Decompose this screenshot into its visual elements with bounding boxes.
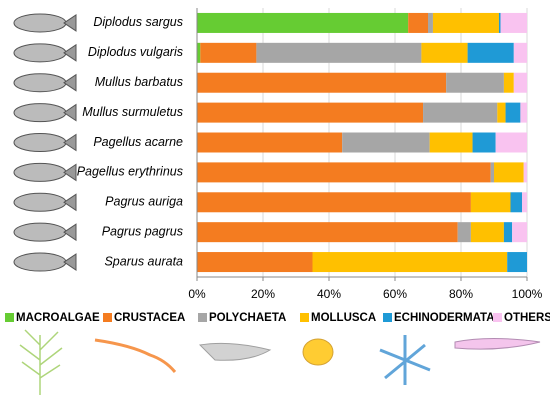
bar-segment [197,42,201,63]
fish-tail [63,14,77,32]
fish [13,13,67,33]
bar-segment [467,42,514,63]
bar-segment [457,222,471,243]
fish [13,162,67,182]
fish [13,192,67,212]
bar-segment [197,132,343,153]
legend-swatch [198,313,207,322]
bar-segment [256,42,422,63]
bar-segment [500,12,527,33]
fish-tail [63,223,77,242]
fish-tail [63,73,77,92]
fish [13,103,67,123]
bar-segment [513,72,527,93]
legend-swatch [493,313,502,322]
bar-segment [312,252,508,273]
bar-segment [197,162,491,183]
x-tick-label: 100% [512,287,543,301]
bar-segment [495,132,527,153]
category-label: Sparus aurata [104,254,183,268]
bar-segment [342,132,430,153]
category-label: Diplodus vulgaris [88,45,183,59]
bar-segment [408,12,428,33]
bar-segment [520,102,527,123]
bar-segment [505,102,521,123]
bar-segment [470,222,504,243]
fish [13,73,67,93]
fish-tail [63,43,77,62]
category-label: Pagrus auriga [105,195,183,209]
legend-label: CRUSTACEA [114,312,185,324]
bar-segment [503,222,513,243]
bar-segment [197,222,458,243]
bar-segment [197,192,471,213]
bar-segment [498,12,501,33]
bar-segment [512,222,527,243]
legend-label: OTHERS [504,312,550,324]
bar-segment [197,72,447,93]
bar-segment [432,12,499,33]
fish-tail [63,253,77,271]
bar-segment [197,102,424,123]
x-tick-label: 20% [251,287,275,301]
bar-segment [490,162,494,183]
bar-segment [513,42,527,63]
x-tick-label: 60% [383,287,407,301]
fish-tail [63,163,77,182]
bar-segment [472,132,496,153]
x-tick-label: 0% [188,287,206,301]
illustrations [19,329,541,395]
bar-segment [423,102,498,123]
fish-tail [63,133,77,152]
category-label: Pagellus erythrinus [77,165,183,179]
legend-label: POLYCHAETA [209,312,286,324]
bar-segment [429,132,473,153]
bar-segment [197,12,409,33]
legend-swatch [5,313,14,322]
bar-segment [497,102,506,123]
legend-swatch [383,313,392,322]
fish-tail [63,103,77,122]
legend-label: MACROALGAE [16,312,100,324]
x-tick-label: 40% [317,287,341,301]
fish [13,43,67,63]
bar-segment [428,12,433,33]
legend-swatch [300,313,309,322]
category-label: Pagrus pagrus [102,224,183,238]
bar-segment [200,42,257,63]
category-label: Pagellus acarne [93,135,183,149]
category-label: Diplodus sargus [93,15,183,29]
fish-illustrations [13,13,77,272]
bar-segment [523,162,527,183]
fish-tail [63,193,77,212]
bar-segment [522,192,527,213]
bar-segment [510,192,523,213]
legend-label: MOLLUSCA [311,312,376,324]
fish [13,133,67,152]
legend-label: ECHINODERMATA [394,312,495,324]
bar-segment [470,192,511,213]
fish [13,252,67,272]
bar-segment [446,72,504,93]
x-tick-label: 80% [449,287,473,301]
bar-segment [421,42,468,63]
legend-swatch [103,313,112,322]
bar-segment [507,252,527,273]
bar-segment [494,162,524,183]
category-label: Mullus surmuletus [82,105,183,119]
category-label: Mullus barbatus [95,75,183,89]
bar-segment [197,252,313,273]
fish [13,222,67,242]
bar-segment [503,72,514,93]
